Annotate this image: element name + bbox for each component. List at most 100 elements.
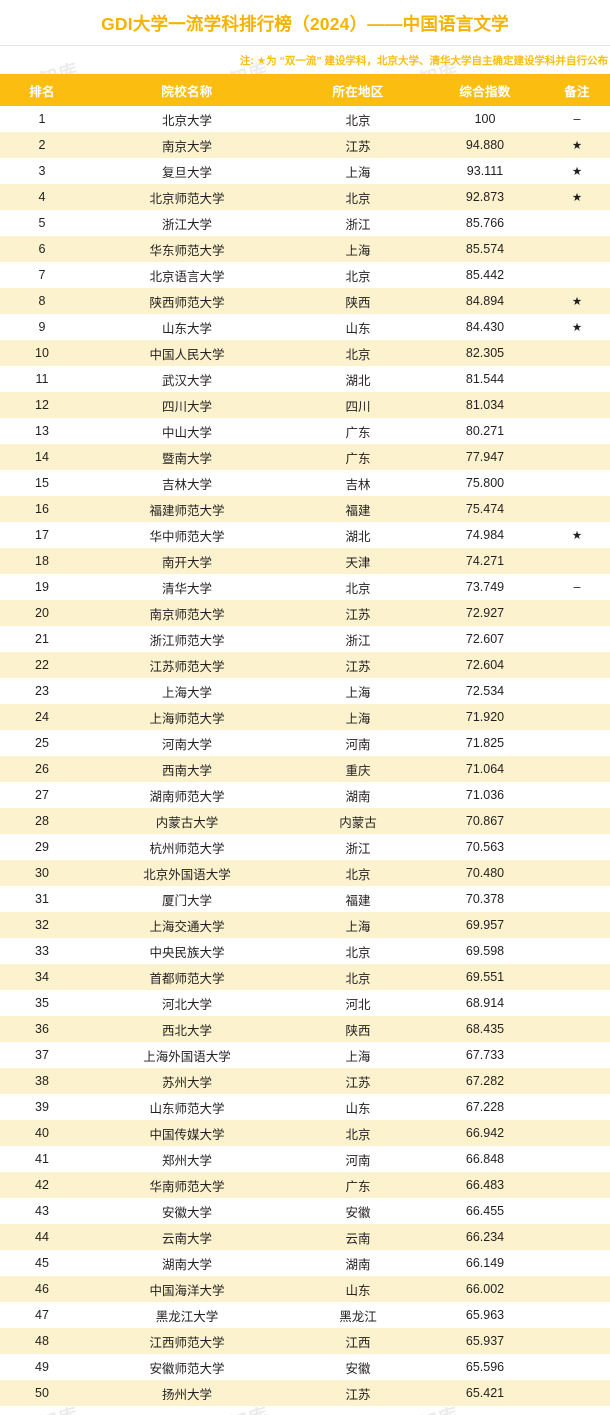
- table-row: 34 首都师范大学 北京 69.551: [0, 964, 610, 990]
- table-row: 1 北京大学 北京 100 –: [0, 106, 610, 132]
- cell-rank: 40: [35, 1126, 49, 1140]
- cell-university-name: 四川大学: [161, 399, 212, 414]
- cell-region: 江苏: [345, 607, 371, 622]
- table-row: 49 安徽师范大学 安徽 65.596: [0, 1354, 610, 1380]
- cell-region: 浙江: [345, 217, 371, 232]
- cell-region: 黑龙江: [339, 1309, 377, 1324]
- cell-remark: [544, 1250, 610, 1276]
- table-row: 13 中山大学 广东 80.271: [0, 418, 610, 444]
- cell-region: 江苏: [345, 1387, 371, 1402]
- cell-rank: 3: [38, 164, 46, 178]
- cell-region: 福建: [345, 503, 371, 518]
- cell-remark: [544, 262, 610, 288]
- cell-composite-index: 74.984: [465, 528, 505, 542]
- cell-university-name: 北京语言大学: [149, 269, 225, 284]
- cell-region: 北京: [345, 191, 371, 206]
- table-row: 6 华东师范大学 上海 85.574: [0, 236, 610, 262]
- star-icon: ★: [571, 321, 583, 334]
- table-header-row: 排名 院校名称 所在地区 综合指数 备注: [0, 74, 610, 106]
- cell-rank: 45: [35, 1256, 49, 1270]
- cell-rank: 22: [35, 658, 49, 672]
- cell-rank: 21: [35, 632, 49, 646]
- ranking-table: 排名 院校名称 所在地区 综合指数 备注 1 北京大学 北京 100–2 南京大学 江苏 9…: [0, 74, 610, 1406]
- cell-composite-index: 66.848: [465, 1152, 505, 1166]
- cell-region: 天津: [345, 555, 371, 570]
- cell-remark: [544, 444, 610, 470]
- cell-composite-index: 71.920: [465, 710, 505, 724]
- cell-rank: 44: [35, 1230, 49, 1244]
- cell-rank: 50: [35, 1386, 49, 1400]
- cell-remark: [544, 1224, 610, 1250]
- cell-region: 江苏: [345, 1075, 371, 1090]
- cell-university-name: 扬州大学: [161, 1387, 212, 1402]
- cell-region: 北京: [345, 347, 371, 362]
- cell-university-name: 上海师范大学: [149, 711, 225, 726]
- cell-university-name: 南开大学: [161, 555, 212, 570]
- table-row: 38 苏州大学 江苏 67.282: [0, 1068, 610, 1094]
- cell-university-name: 山东大学: [161, 321, 212, 336]
- table-row: 8 陕西师范大学 陕西 84.894 ★: [0, 288, 610, 314]
- cell-rank: 42: [35, 1178, 49, 1192]
- cell-composite-index: 67.733: [465, 1048, 505, 1062]
- table-row: 36 西北大学 陕西 68.435: [0, 1016, 610, 1042]
- cell-region: 湖北: [345, 529, 371, 544]
- star-icon: ★: [571, 165, 583, 178]
- cell-university-name: 西南大学: [161, 763, 212, 778]
- dash-marker: –: [573, 580, 581, 594]
- cell-university-name: 安徽师范大学: [149, 1361, 225, 1376]
- cell-remark: [544, 496, 610, 522]
- cell-university-name: 吉林大学: [161, 477, 212, 492]
- cell-region: 浙江: [345, 841, 371, 856]
- cell-composite-index: 75.800: [465, 476, 505, 490]
- cell-region: 山东: [345, 1283, 371, 1298]
- cell-composite-index: 81.034: [465, 398, 505, 412]
- legend-note: 注: ★为 “双一流” 建设学科，北京大学、清华大学自主确定建设学科并自行公布: [0, 46, 610, 74]
- cell-region: 四川: [345, 399, 371, 414]
- cell-composite-index: 68.914: [465, 996, 505, 1010]
- cell-university-name: 山东师范大学: [149, 1101, 225, 1116]
- table-row: 33 中央民族大学 北京 69.598: [0, 938, 610, 964]
- cell-region: 北京: [345, 581, 371, 596]
- cell-remark: [544, 236, 610, 262]
- cell-composite-index: 94.880: [465, 138, 505, 152]
- cell-university-name: 中山大学: [161, 425, 212, 440]
- table-row: 37 上海外国语大学 上海 67.733: [0, 1042, 610, 1068]
- cell-region: 安徽: [345, 1361, 371, 1376]
- cell-university-name: 黑龙江大学: [155, 1309, 219, 1324]
- cell-university-name: 北京外国语大学: [143, 867, 231, 882]
- cell-composite-index: 85.766: [465, 216, 505, 230]
- cell-composite-index: 72.607: [465, 632, 505, 646]
- cell-university-name: 上海交通大学: [149, 919, 225, 934]
- cell-remark: [544, 652, 610, 678]
- column-header-rank: 排名: [0, 74, 84, 106]
- cell-remark: [544, 990, 610, 1016]
- cell-region: 福建: [345, 893, 371, 908]
- table-row: 47 黑龙江大学 黑龙江 65.963: [0, 1302, 610, 1328]
- cell-rank: 13: [35, 424, 49, 438]
- cell-university-name: 武汉大学: [161, 373, 212, 388]
- cell-university-name: 湖南大学: [161, 1257, 212, 1272]
- cell-region: 湖南: [345, 1257, 371, 1272]
- cell-remark: –: [544, 106, 610, 132]
- cell-rank: 12: [35, 398, 49, 412]
- cell-university-name: 上海外国语大学: [143, 1049, 231, 1064]
- table-body: 1 北京大学 北京 100–2 南京大学 江苏 94.880 ★ 3 复旦大学 上海 93.111 ★ 4…: [0, 106, 610, 1406]
- table-row: 12 四川大学 四川 81.034: [0, 392, 610, 418]
- cell-composite-index: 75.474: [465, 502, 505, 516]
- cell-rank: 35: [35, 996, 49, 1010]
- cell-remark: [544, 1042, 610, 1068]
- cell-remark: [544, 938, 610, 964]
- cell-remark: [544, 1146, 610, 1172]
- cell-region: 广东: [345, 425, 371, 440]
- table-row: 48 江西师范大学 江西 65.937: [0, 1328, 610, 1354]
- cell-university-name: 河南大学: [161, 737, 212, 752]
- table-row: 20 南京师范大学 江苏 72.927: [0, 600, 610, 626]
- cell-region: 河北: [345, 997, 371, 1012]
- cell-composite-index: 71.036: [465, 788, 505, 802]
- cell-rank: 36: [35, 1022, 49, 1036]
- cell-rank: 46: [35, 1282, 49, 1296]
- cell-region: 上海: [345, 919, 371, 934]
- cell-rank: 2: [38, 138, 46, 152]
- cell-region: 吉林: [345, 477, 371, 492]
- cell-university-name: 西北大学: [161, 1023, 212, 1038]
